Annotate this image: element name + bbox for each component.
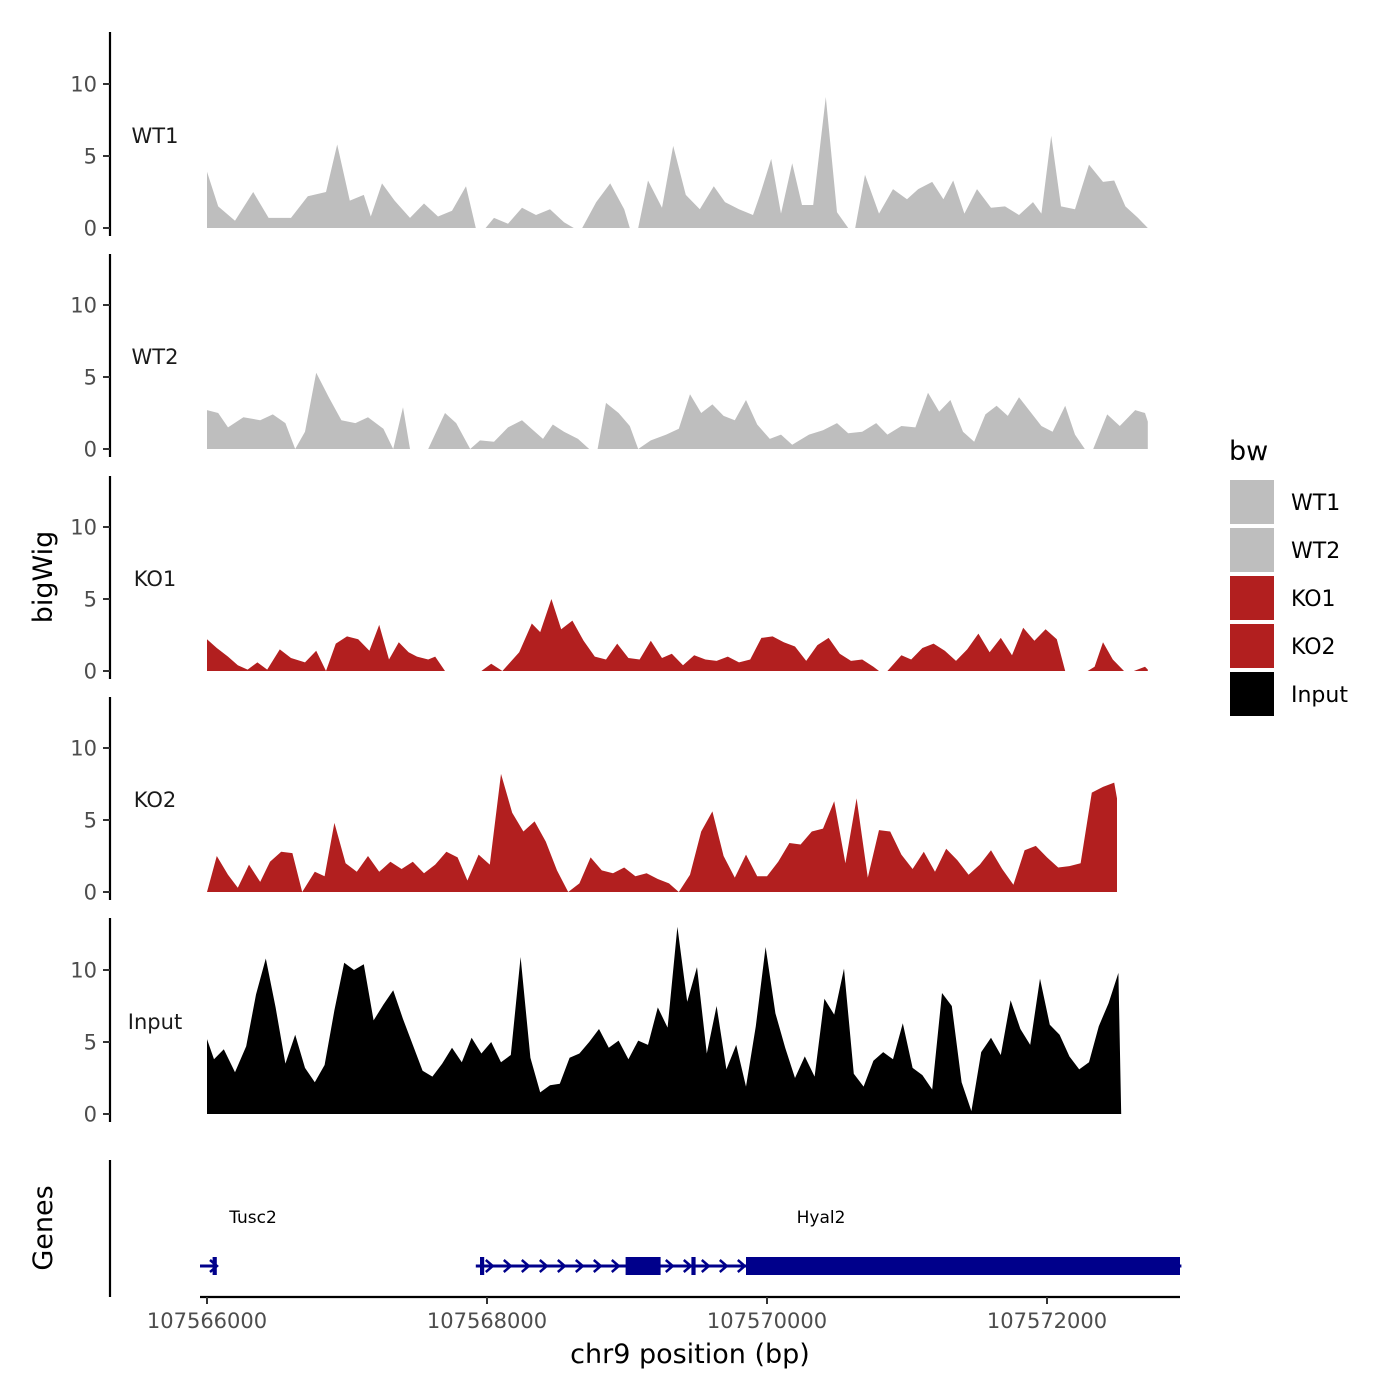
strand-arrow xyxy=(556,1259,567,1273)
track-wt2: 0 5 10 WT2 xyxy=(70,254,1148,462)
track-ko1: 0 5 10 KO1 xyxy=(70,476,1148,684)
y-tick-label: 10 xyxy=(70,516,97,540)
exon-block xyxy=(480,1257,485,1275)
legend-label-wt1: WT1 xyxy=(1291,491,1340,516)
strand-arrow xyxy=(592,1259,603,1273)
legend-label-input: Input xyxy=(1291,683,1348,708)
legend-key-ko1 xyxy=(1230,576,1274,620)
legend-label-ko2: KO2 xyxy=(1291,635,1336,660)
strand-arrow xyxy=(682,1259,693,1273)
legend-key-ko2 xyxy=(1230,624,1274,668)
strand-arrow xyxy=(736,1259,747,1273)
legend-title: bw xyxy=(1229,436,1268,467)
legend-label-wt2: WT2 xyxy=(1291,539,1340,564)
signal-tracks: 0 5 10 WT1 0 5 10 WT2 0 5 10 KO1 0 5 10 KO2 0 5 10 Input xyxy=(70,32,1148,1127)
track-label: KO1 xyxy=(134,567,177,591)
y-tick-label: 10 xyxy=(70,294,97,318)
y-tick-label: 0 xyxy=(84,660,97,684)
y-tick-label: 0 xyxy=(84,217,97,241)
exon-block xyxy=(212,1257,217,1275)
exon-block xyxy=(746,1257,1180,1275)
gene-label: Hyal2 xyxy=(797,1208,846,1228)
y-tick-label: 5 xyxy=(84,145,97,169)
strand-arrow xyxy=(664,1259,675,1273)
strand-arrow xyxy=(502,1259,513,1273)
legend-label-ko1: KO1 xyxy=(1291,587,1336,612)
y-axis-title: bigWig xyxy=(28,531,59,624)
track-label: WT1 xyxy=(132,124,179,148)
gene-hyal2: Hyal2 xyxy=(475,1208,1182,1275)
strand-arrow xyxy=(538,1259,549,1273)
y-tick-label: 5 xyxy=(84,588,97,612)
y-tick-label: 0 xyxy=(84,881,97,905)
y-tick-label: 0 xyxy=(84,1103,97,1127)
track-label: KO2 xyxy=(134,788,177,812)
exon-block xyxy=(691,1257,696,1275)
track-wt1: 0 5 10 WT1 xyxy=(70,32,1148,241)
exon-block xyxy=(625,1257,661,1275)
x-axis-title: chr9 position (bp) xyxy=(570,1339,810,1370)
strand-arrow xyxy=(610,1259,621,1273)
y-tick-label: 5 xyxy=(84,366,97,390)
x-axis: 107566000 107568000 107570000 107572000 xyxy=(147,1295,1180,1333)
signal-area-wt2 xyxy=(207,372,1148,449)
signal-area-ko2 xyxy=(207,773,1117,892)
signal-area-wt1 xyxy=(207,97,1148,228)
gene-tusc2: Tusc2 xyxy=(200,1208,277,1275)
x-tick-label: 107570000 xyxy=(707,1309,827,1333)
strand-arrow xyxy=(700,1259,711,1273)
track-ko2: 0 5 10 KO2 xyxy=(70,697,1117,905)
y-tick-label: 0 xyxy=(84,438,97,462)
genes-axis-title: Genes xyxy=(28,1185,59,1270)
x-tick-label: 107568000 xyxy=(427,1309,547,1333)
strand-arrow xyxy=(718,1259,729,1273)
x-tick-label: 107566000 xyxy=(147,1309,267,1333)
track-label: WT2 xyxy=(132,345,179,369)
y-tick-label: 5 xyxy=(84,1031,97,1055)
signal-area-ko1 xyxy=(207,599,1148,671)
y-tick-label: 10 xyxy=(70,737,97,761)
genes-panel: Tusc2 Hyal2 xyxy=(108,1160,1182,1297)
y-tick-label: 10 xyxy=(70,73,97,97)
signal-area-input xyxy=(207,926,1122,1114)
y-tick-label: 10 xyxy=(70,959,97,983)
legend-key-input xyxy=(1230,672,1274,716)
strand-arrow xyxy=(484,1259,495,1273)
x-tick-label: 107572000 xyxy=(987,1309,1107,1333)
strand-arrow xyxy=(520,1259,531,1273)
track-label: Input xyxy=(128,1010,182,1034)
y-tick-label: 5 xyxy=(84,809,97,833)
legend: bw WT1 WT2 KO1 KO2 Input xyxy=(1229,436,1348,716)
strand-arrow xyxy=(209,1259,219,1273)
legend-key-wt2 xyxy=(1230,528,1274,572)
gene-label: Tusc2 xyxy=(228,1208,277,1228)
strand-arrow xyxy=(574,1259,585,1273)
track-input: 0 5 10 Input xyxy=(70,918,1122,1127)
legend-key-wt1 xyxy=(1230,480,1274,524)
